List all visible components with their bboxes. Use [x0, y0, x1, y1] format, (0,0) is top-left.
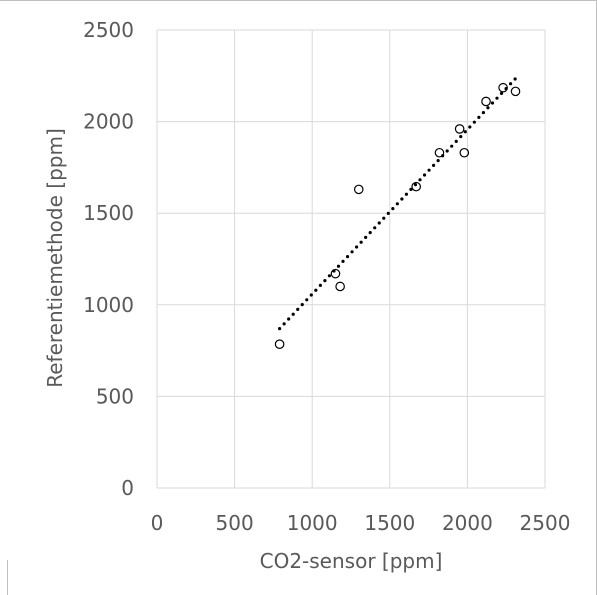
data-point-0 [275, 340, 283, 348]
trendline [280, 79, 516, 329]
y-tick-label-2: 1000 [83, 293, 134, 317]
x-tick-label-2: 1000 [287, 511, 338, 535]
x-tick-label-3: 1500 [364, 511, 415, 535]
x-tick-label-4: 2000 [442, 511, 493, 535]
data-point-8 [482, 97, 490, 105]
data-point-3 [355, 185, 363, 193]
y-axis-title: Referentiemethode [ppm] [43, 128, 67, 388]
data-point-5 [435, 149, 443, 157]
x-tick-label-0: 0 [151, 511, 164, 535]
y-tick-label-3: 1500 [83, 201, 134, 225]
x-axis-tick-labels: 0 500 1000 1500 2000 2500 [151, 511, 571, 535]
trendline-group [280, 79, 516, 329]
data-point-2 [336, 282, 344, 290]
y-tick-label-4: 2000 [83, 110, 134, 134]
y-tick-label-0: 0 [121, 476, 134, 500]
x-tick-label-5: 2500 [520, 511, 571, 535]
x-axis-title: CO2-sensor [ppm] [260, 549, 443, 573]
data-point-10 [511, 87, 519, 95]
x-tick-label-1: 500 [216, 511, 254, 535]
y-tick-label-1: 500 [96, 384, 134, 408]
y-tick-label-5: 2500 [83, 18, 134, 42]
y-axis-tick-labels: 0 500 1000 1500 2000 2500 [83, 18, 134, 500]
data-point-6 [455, 125, 463, 133]
gridlines [157, 30, 545, 488]
